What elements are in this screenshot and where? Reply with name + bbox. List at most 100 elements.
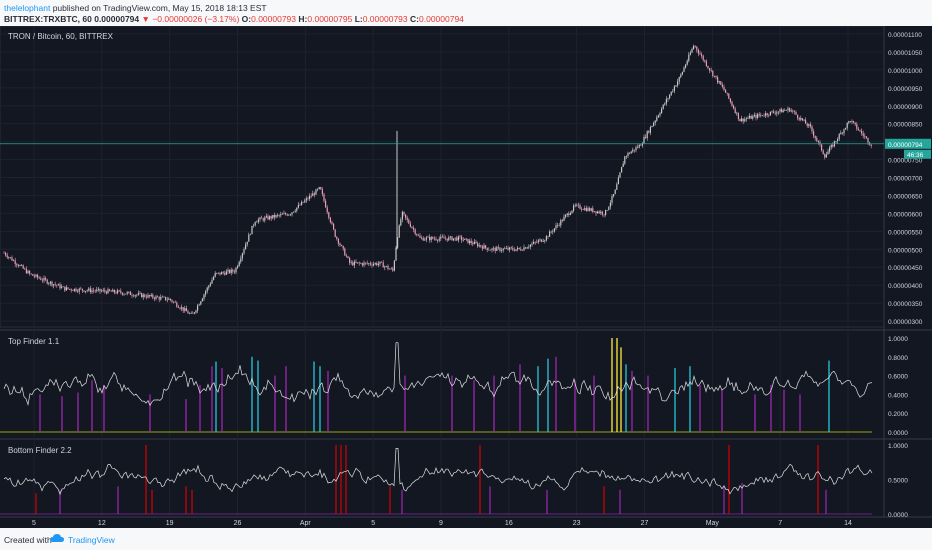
candle-body <box>525 247 527 249</box>
time-tick-label: May <box>706 520 720 527</box>
candle-body <box>275 215 277 218</box>
candle-body <box>768 115 770 116</box>
chart-canvas[interactable]: 0.00001100 0.00001050 0.00001000 0.00000950… <box>0 26 932 528</box>
candle-body <box>91 290 93 293</box>
candle-body <box>27 271 29 274</box>
candle-body <box>800 118 802 120</box>
candle-body <box>165 296 167 300</box>
candle-body <box>515 249 517 251</box>
candle-body <box>270 216 272 219</box>
candle-body <box>870 144 872 146</box>
candle-body <box>613 194 615 197</box>
price-tick-label: 0.00000850 <box>888 122 923 129</box>
candle-body <box>398 225 400 238</box>
candle-body <box>806 123 808 126</box>
candle-body <box>379 261 381 264</box>
candle-body <box>307 198 309 200</box>
candle-body <box>731 101 733 106</box>
candle-body <box>637 147 639 148</box>
candle-body <box>288 214 290 216</box>
price-tick-label: 0.00001000 <box>888 68 923 75</box>
candle-body <box>69 288 71 290</box>
candle-body <box>457 236 459 241</box>
candle-body <box>182 307 184 311</box>
candle-body <box>213 276 215 280</box>
candle-body <box>544 240 546 242</box>
bottom-finder-line <box>3 448 873 496</box>
candle-body <box>137 293 139 295</box>
candle-body <box>441 236 443 238</box>
candle-body <box>597 211 599 214</box>
candle-body <box>742 118 744 122</box>
chart-area[interactable]: 0.00001100 0.00001050 0.00001000 0.00000950… <box>0 26 932 528</box>
candle-body <box>664 103 666 105</box>
candle-body <box>325 200 327 208</box>
candle-body <box>293 211 295 213</box>
candle-body <box>408 219 410 224</box>
candle-body <box>96 289 98 292</box>
price-tick-label: 0.00001050 <box>888 50 923 57</box>
candle-body <box>453 238 455 241</box>
candle-body <box>235 267 237 273</box>
candle-body <box>57 284 59 286</box>
candle-body <box>440 236 442 239</box>
candle-body <box>451 236 453 241</box>
candle-body <box>827 151 829 155</box>
candle-body <box>736 112 738 114</box>
top-finder-tick-label: 1.0000 <box>888 336 908 343</box>
candle-body <box>32 274 34 276</box>
author-link[interactable]: thelelophant <box>4 3 51 13</box>
open-label: O: <box>241 14 252 24</box>
candle-body <box>766 113 768 116</box>
candle-body <box>238 261 240 267</box>
candle-body <box>296 207 298 211</box>
candle-body <box>712 70 714 76</box>
candle-body <box>136 294 138 296</box>
candle-body <box>389 268 391 270</box>
candle-body <box>659 113 661 116</box>
main-pane-title: TRON / Bitcoin, 60, BITTREX <box>8 32 113 41</box>
price-tick-label: 0.00000300 <box>888 319 923 326</box>
candle-body <box>384 266 386 268</box>
candle-body <box>565 215 567 217</box>
tradingview-link[interactable]: TradingView <box>68 535 115 545</box>
candle-body <box>489 249 491 251</box>
main-pane-frame <box>0 26 885 328</box>
candle-body <box>614 189 616 195</box>
candle-body <box>593 211 595 212</box>
candle-body <box>603 214 605 216</box>
candle-body <box>737 112 739 119</box>
candle-body <box>241 253 243 259</box>
candle-body <box>798 117 800 120</box>
candle-body <box>123 293 125 295</box>
candle-body <box>344 248 346 256</box>
candle-body <box>321 189 323 195</box>
candle-body <box>496 247 498 251</box>
candle-body <box>169 298 171 300</box>
candle-body <box>283 213 285 215</box>
candle-body <box>115 292 117 294</box>
candle-body <box>318 187 320 190</box>
candle-body <box>131 294 133 296</box>
candle-body <box>365 262 367 264</box>
candle-body <box>867 137 869 143</box>
candle-body <box>109 289 111 291</box>
candle-body <box>269 216 271 220</box>
candle-body <box>560 220 562 226</box>
candle-body <box>179 307 181 309</box>
candle-body <box>574 205 576 206</box>
candle-body <box>670 91 672 95</box>
candle-body <box>747 118 749 119</box>
candle-body <box>176 302 178 307</box>
candle-body <box>13 260 15 262</box>
candle-body <box>253 225 255 226</box>
candle-body <box>67 287 69 289</box>
candle-body <box>49 281 51 284</box>
candle-body <box>312 193 314 197</box>
candle-body <box>339 243 341 246</box>
top-finder-tick-label: 0.2000 <box>888 411 908 418</box>
bottom-finder-title: Bottom Finder 2.2 <box>8 446 72 455</box>
candle-body <box>641 143 643 146</box>
candle-body <box>193 312 195 314</box>
candle-body <box>309 195 311 199</box>
